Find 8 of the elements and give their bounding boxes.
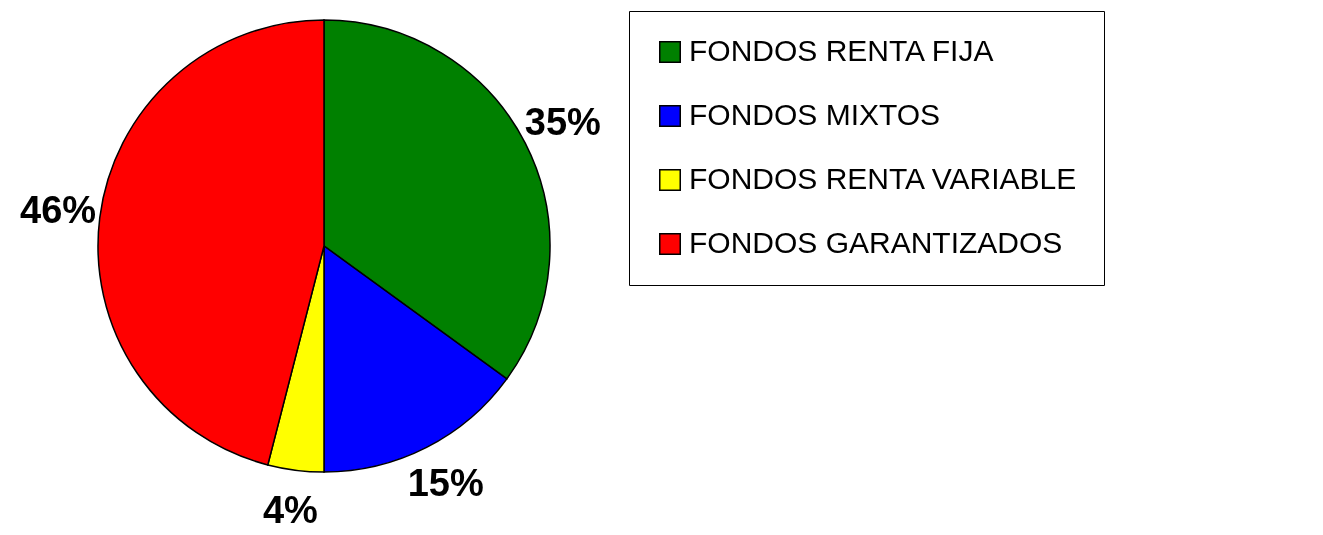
data-label: 4% [262,488,318,531]
data-label: 35% [524,101,601,144]
legend-label: FONDOS RENTA VARIABLE [689,162,1077,195]
data-label: 46% [20,189,97,232]
legend-label: FONDOS GARANTIZADOS [689,226,1063,259]
data-label: 15% [407,461,484,504]
legend-label: FONDOS RENTA FIJA [689,34,994,67]
legend-label: FONDOS MIXTOS [689,98,941,131]
